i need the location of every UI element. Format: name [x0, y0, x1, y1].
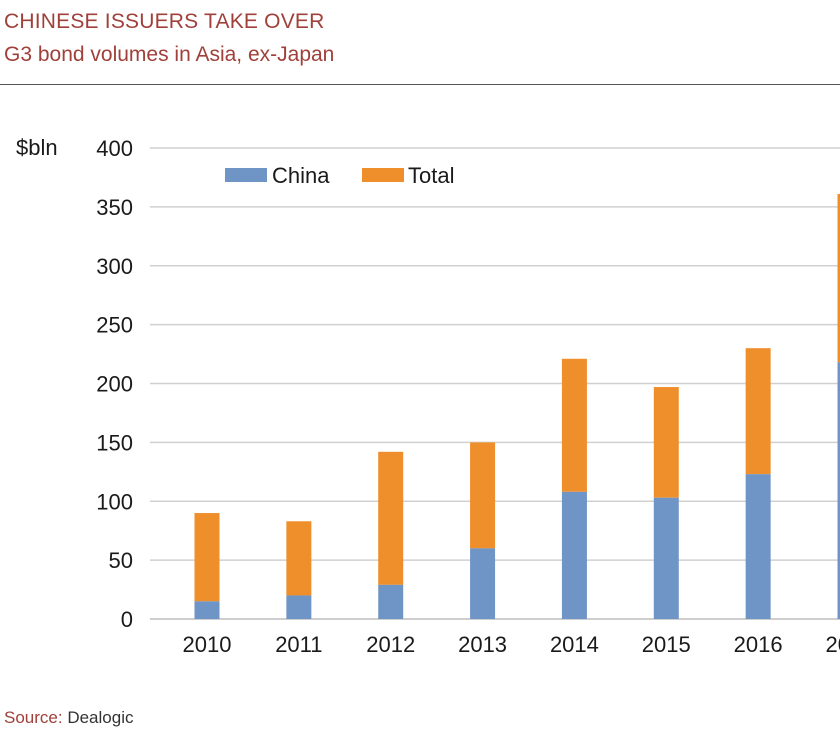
legend-label-total: Total	[408, 163, 454, 188]
bar-total	[470, 442, 496, 549]
y-tick-label: 350	[96, 195, 133, 220]
chart-subtitle: G3 bond volumes in Asia, ex-Japan	[4, 43, 335, 66]
chart-title: CHINESE ISSUERS TAKE OVER	[4, 10, 325, 33]
bar-total	[378, 451, 404, 585]
y-axis-label: $bln	[16, 135, 58, 160]
source-note: Source: Dealogic	[4, 708, 133, 728]
x-tick-label: 2012	[366, 632, 415, 657]
y-tick-label: 0	[121, 607, 133, 632]
y-tick-label: 400	[96, 136, 133, 161]
x-tick-label: 2011	[275, 632, 322, 657]
bar-china	[561, 491, 587, 619]
legend-label-china: China	[272, 163, 330, 188]
bar-china	[378, 584, 404, 619]
bar-total	[194, 513, 220, 602]
stacked-bar-chart: 0 50 100 150 200 250 300 350 400 $bln 2010 2011 2012…	[16, 135, 840, 657]
bar-total	[286, 521, 312, 596]
y-tick-label: 250	[96, 313, 133, 338]
x-tick-label: 2010	[183, 632, 232, 657]
bar-china	[837, 362, 840, 619]
x-tick-label: 2014	[550, 632, 599, 657]
bar-total	[837, 193, 840, 363]
source-label: Source:	[4, 708, 63, 727]
legend-swatch-total	[362, 168, 404, 182]
y-tick-label: 100	[96, 489, 133, 514]
y-tick-label: 300	[96, 254, 133, 279]
x-tick-label: 2013	[458, 632, 507, 657]
x-tick-label: 2015	[642, 632, 691, 657]
bar-china	[194, 601, 220, 619]
bar-total	[561, 358, 587, 492]
bar-china	[470, 548, 496, 619]
x-tick-label: 2016	[734, 632, 783, 657]
bar-total	[653, 387, 679, 498]
bar-total	[745, 348, 771, 475]
y-tick-label: 200	[96, 372, 133, 397]
bar-china	[653, 497, 679, 619]
source-name: Dealogic	[67, 708, 134, 727]
y-tick-label: 150	[96, 430, 133, 455]
y-tick-label: 50	[109, 548, 133, 573]
x-tick-label: 2017	[826, 632, 840, 657]
legend-swatch-china	[225, 168, 267, 182]
bar-china	[286, 595, 312, 619]
header-divider	[0, 84, 840, 85]
bar-china	[745, 474, 771, 619]
